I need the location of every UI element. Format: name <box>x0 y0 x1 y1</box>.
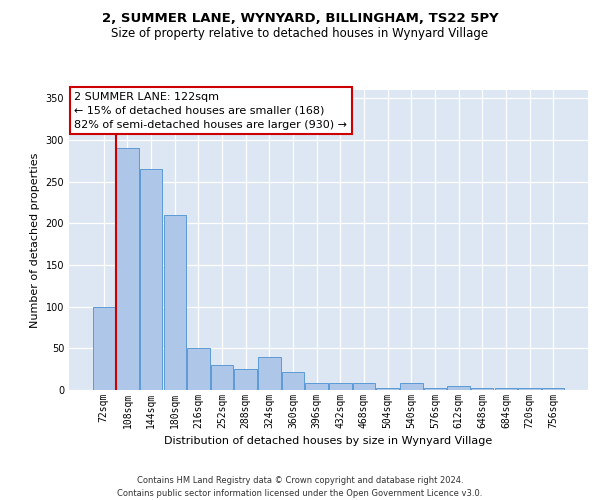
Bar <box>235 369 257 390</box>
Bar <box>258 356 281 390</box>
Bar <box>448 386 470 390</box>
Bar <box>376 388 399 390</box>
Text: Size of property relative to detached houses in Wynyard Village: Size of property relative to detached ho… <box>112 28 488 40</box>
Text: 2 SUMMER LANE: 122sqm
← 15% of detached houses are smaller (168)
82% of semi-det: 2 SUMMER LANE: 122sqm ← 15% of detached … <box>74 92 347 130</box>
Bar <box>400 384 422 390</box>
Bar <box>353 384 375 390</box>
Y-axis label: Number of detached properties: Number of detached properties <box>30 152 40 328</box>
Bar <box>542 388 565 390</box>
Bar <box>140 169 163 390</box>
Text: 2, SUMMER LANE, WYNYARD, BILLINGHAM, TS22 5PY: 2, SUMMER LANE, WYNYARD, BILLINGHAM, TS2… <box>101 12 499 26</box>
Bar <box>164 215 186 390</box>
Bar <box>187 348 209 390</box>
Bar <box>471 388 493 390</box>
Bar <box>92 306 115 390</box>
Bar <box>329 384 352 390</box>
Bar <box>116 148 139 390</box>
Text: Contains HM Land Registry data © Crown copyright and database right 2024.
Contai: Contains HM Land Registry data © Crown c… <box>118 476 482 498</box>
Bar <box>305 384 328 390</box>
Bar <box>211 365 233 390</box>
Bar <box>282 372 304 390</box>
Bar <box>424 388 446 390</box>
Bar <box>518 388 541 390</box>
X-axis label: Distribution of detached houses by size in Wynyard Village: Distribution of detached houses by size … <box>164 436 493 446</box>
Bar <box>494 388 517 390</box>
